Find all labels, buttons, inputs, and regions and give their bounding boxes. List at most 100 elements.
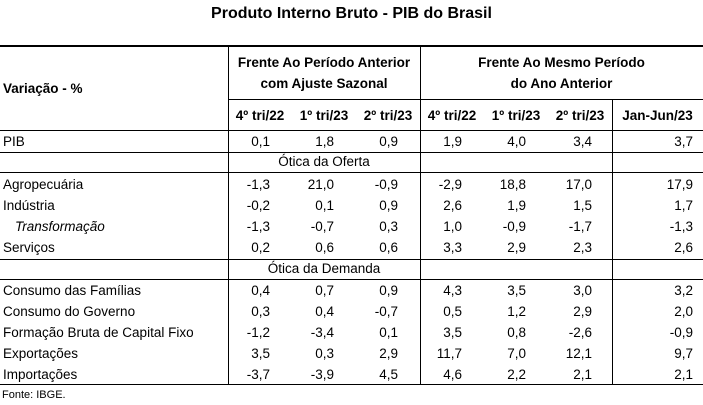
col-header-5: 1º tri/23 [491,108,541,123]
row-label-industria: Indústria [3,198,55,213]
cell-pib-3: 0,9 [379,134,398,149]
cell-servicos-3: 0,6 [379,240,398,255]
cell-pib-7: 3,7 [674,134,693,149]
cell-servicos-6: 2,3 [573,240,592,255]
cell-servicos-2: 0,6 [315,240,334,255]
cell-governo-6: 2,9 [573,304,592,319]
cell-pib-6: 3,4 [573,134,592,149]
cell-familias-7: 3,2 [674,283,693,298]
cell-governo-3: -0,7 [374,304,398,319]
cell-transformacao-3: 0,3 [379,219,398,234]
col-header-1: 4º tri/22 [235,108,285,123]
row-label-governo: Consumo do Governo [3,304,136,319]
col-header-4: 4º tri/22 [427,108,477,123]
row-label-header: Variação - % [3,81,83,96]
cell-familias-5: 3,5 [507,283,526,298]
cell-governo-5: 1,2 [507,304,526,319]
cell-familias-6: 3,0 [573,283,592,298]
row-label-exportacoes: Exportações [3,346,79,361]
col-divider-groups [420,45,421,385]
cell-transformacao-6: -1,7 [568,219,592,234]
group-rule [228,99,703,100]
cell-agro-2: 21,0 [307,177,334,192]
cell-industria-2: 0,1 [315,198,334,213]
cell-importacoes-6: 2,1 [573,367,592,382]
group1-line1: Frente Ao Período Anterior [237,55,411,70]
row-label-fbcf: Formação Bruta de Capital Fixo [3,325,194,340]
cell-transformacao-4: 1,0 [443,219,462,234]
cell-servicos-4: 3,3 [443,240,462,255]
cell-exportacoes-1: 3,5 [251,346,270,361]
cell-servicos-1: 0,2 [251,240,270,255]
cell-pib-1: 0,1 [251,134,270,149]
cell-familias-1: 0,4 [251,283,270,298]
cell-exportacoes-3: 2,9 [379,346,398,361]
col-divider-jan-jun [612,99,613,385]
cell-industria-3: 0,9 [379,198,398,213]
cell-fbcf-1: -1,2 [246,325,270,340]
cell-transformacao-5: -0,9 [502,219,526,234]
cell-agro-6: 17,0 [565,177,592,192]
cell-servicos-5: 2,9 [507,240,526,255]
cell-exportacoes-2: 0,3 [315,346,334,361]
cell-agro-4: -2,9 [438,177,462,192]
header-bottom-rule [0,130,703,131]
section-oferta: Ótica da Oferta [278,154,370,169]
cell-exportacoes-7: 9,7 [674,346,693,361]
row-label-pib: PIB [3,134,25,149]
col-header-2: 1º tri/23 [299,108,349,123]
cell-industria-5: 1,9 [507,198,526,213]
cell-transformacao-1: -1,3 [246,219,270,234]
table-title: Produto Interno Bruto - PIB do Brasil [211,5,492,22]
cell-importacoes-7: 2,1 [674,367,693,382]
row-label-servicos: Serviços [3,240,55,255]
col-divider-label [228,45,229,385]
cell-fbcf-5: 0,8 [507,325,526,340]
col-header-7: Jan-Jun/23 [622,108,693,123]
oferta-top-rule [0,172,703,173]
cell-exportacoes-4: 11,7 [436,346,462,361]
section-demanda: Ótica da Demanda [267,261,381,276]
cell-agro-1: -1,3 [246,177,270,192]
cell-familias-4: 4,3 [443,283,462,298]
row-label-importacoes: Importações [3,367,78,382]
cell-agro-5: 18,8 [499,177,526,192]
group1-line2: com Ajuste Sazonal [260,76,388,91]
cell-fbcf-4: 3,5 [443,325,462,340]
cell-industria-7: 1,7 [674,198,693,213]
cell-familias-3: 0,9 [379,283,398,298]
cell-fbcf-2: -3,4 [310,325,334,340]
demanda-top-rule [0,279,703,280]
row-label-familias: Consumo das Famílias [3,283,142,298]
cell-exportacoes-5: 7,0 [507,346,526,361]
cell-importacoes-3: 4,5 [379,367,398,382]
cell-importacoes-4: 4,6 [443,367,462,382]
cell-fbcf-7: -0,9 [669,325,693,340]
cell-transformacao-2: -0,7 [310,219,334,234]
cell-industria-1: -0,2 [246,198,270,213]
oferta-bottom-rule [0,259,703,260]
cell-fbcf-3: 0,1 [379,325,398,340]
col-header-3: 2º tri/23 [363,108,413,123]
cell-servicos-7: 2,6 [674,240,693,255]
cell-agro-3: -0,9 [374,177,398,192]
cell-pib-4: 1,9 [443,134,462,149]
cell-governo-1: 0,3 [251,304,270,319]
cell-importacoes-5: 2,2 [507,367,526,382]
group2-line1: Frente Ao Mesmo Período [478,55,645,70]
col-header-6: 2º tri/23 [555,108,605,123]
cell-industria-6: 1,5 [573,198,592,213]
cell-familias-2: 0,7 [315,283,334,298]
cell-governo-7: 2,0 [674,304,693,319]
group2-line2: do Ano Anterior [510,76,613,91]
bottom-rule [0,384,703,385]
cell-industria-4: 2,6 [443,198,462,213]
cell-governo-2: 0,4 [315,304,334,319]
cell-pib-5: 4,0 [507,134,526,149]
top-rule [0,45,703,47]
cell-exportacoes-6: 12,1 [565,346,592,361]
cell-importacoes-2: -3,9 [310,367,334,382]
pib-bottom-rule [0,152,703,153]
cell-pib-2: 1,8 [315,134,334,149]
cell-governo-4: 0,5 [443,304,462,319]
